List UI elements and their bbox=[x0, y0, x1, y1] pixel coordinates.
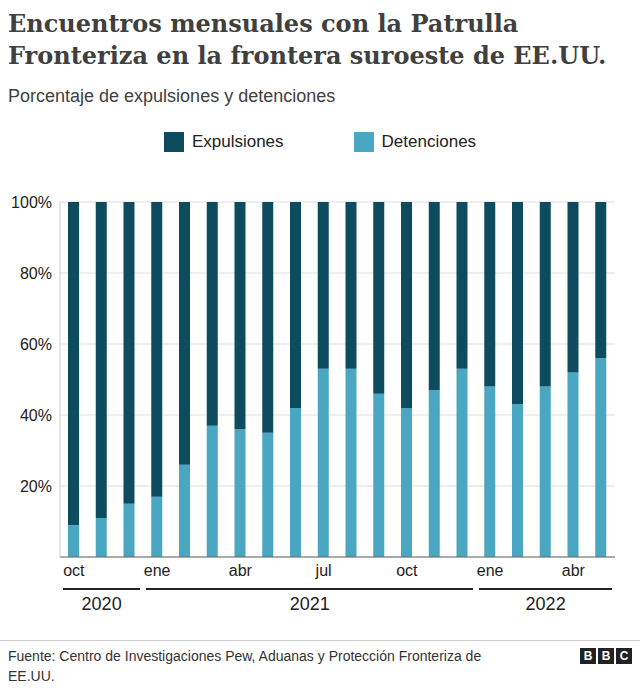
svg-text:60%: 60% bbox=[20, 336, 52, 353]
svg-text:abr: abr bbox=[562, 562, 586, 579]
html-text:Fuente: Centro de Investigacio: Fuente: Centro de Investigaciones Pew, A… bbox=[8, 648, 482, 684]
html-text:Porcentaje de expulsiones y de: Porcentaje de expulsiones y detenciones bbox=[8, 86, 336, 106]
html-text:2021: 2021 bbox=[289, 594, 330, 614]
svg-text:100%: 100% bbox=[11, 194, 52, 211]
svg-text:oct: oct bbox=[63, 562, 85, 579]
svg-text:ene: ene bbox=[144, 562, 171, 579]
html-text:Expulsiones: Expulsiones bbox=[191, 132, 284, 151]
html-text:2022: 2022 bbox=[525, 594, 566, 614]
svg-text:jul: jul bbox=[315, 562, 332, 579]
svg-text:20%: 20% bbox=[20, 478, 52, 495]
html-text:Detenciones: Detenciones bbox=[381, 132, 477, 151]
svg-text:oct: oct bbox=[396, 562, 418, 579]
svg-text:abr: abr bbox=[229, 562, 253, 579]
svg-text:80%: 80% bbox=[20, 265, 52, 282]
html-text:B: B bbox=[601, 649, 611, 663]
html-text:B: B bbox=[583, 649, 593, 663]
svg-text:40%: 40% bbox=[20, 407, 52, 424]
svg-text:ene: ene bbox=[477, 562, 504, 579]
html-text:2020: 2020 bbox=[81, 594, 122, 614]
html-text:Encuentros mensuales con la Pa: Encuentros mensuales con la Patrulla Fro… bbox=[8, 9, 607, 70]
html-text:C: C bbox=[619, 649, 629, 663]
